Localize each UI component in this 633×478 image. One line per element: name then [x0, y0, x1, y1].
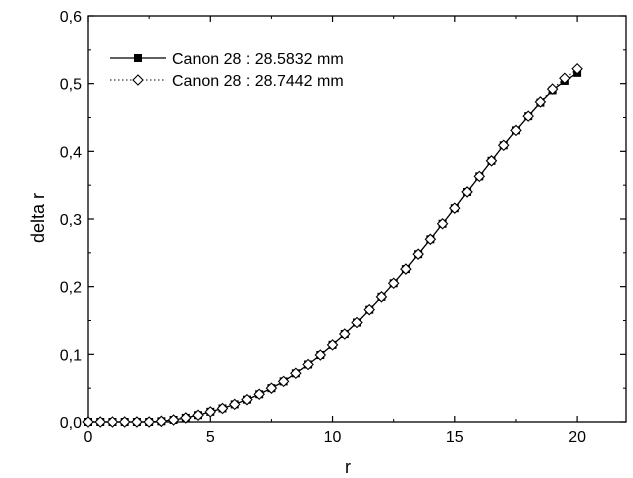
- series-2-point: [143, 416, 155, 428]
- series-2-point: [167, 414, 180, 426]
- series-2-point: [277, 375, 290, 388]
- series-2-point: [326, 339, 339, 351]
- series-2-point: [510, 124, 522, 137]
- legend-series-1-label: Canon 28 : 28.5832 mm: [172, 51, 344, 68]
- series-2-point: [82, 416, 94, 428]
- series-2-point: [265, 382, 278, 394]
- plot-frame: [87, 15, 627, 423]
- y-tick-label: 0,2: [60, 280, 82, 297]
- series-2-point: [106, 416, 119, 428]
- series-2-point: [131, 416, 143, 428]
- series-2-point: [412, 248, 424, 260]
- series-2-point: [216, 402, 229, 415]
- series-2-point: [497, 139, 510, 152]
- series-2-point: [559, 72, 571, 85]
- series-2-point: [204, 406, 217, 418]
- x-tick-label: 5: [206, 429, 215, 446]
- series-2-point: [94, 416, 107, 428]
- legend: Canon 28 : 28.5832 mm Canon 28 : 28.7442 …: [110, 51, 344, 90]
- series-2-point: [424, 233, 437, 246]
- series-2-point: [387, 277, 400, 290]
- series-2-point: [338, 328, 351, 340]
- y-tick-label: 0,3: [60, 212, 82, 229]
- series-2-point: [118, 416, 131, 428]
- series-2-point: [228, 398, 241, 411]
- series-2-point: [351, 316, 363, 329]
- series-2-point: [436, 217, 449, 230]
- legend-series-2-label: Canon 28 : 28.7442 mm: [172, 73, 344, 90]
- x-tick-label: 10: [324, 429, 342, 446]
- series-2-line: [88, 68, 578, 423]
- y-tick-label: 0,0: [60, 415, 82, 432]
- series-2-point: [290, 367, 302, 380]
- series-2-point: [155, 415, 168, 428]
- y-tick-label: 0,4: [60, 144, 82, 161]
- legend-series-2-marker: [132, 74, 144, 86]
- x-axis-label: r: [345, 457, 351, 477]
- axes: 0 5 10 15 20 0,0 0,1 0,2 0,3 0,4 0,5 0,6: [60, 9, 626, 446]
- series-2-point: [302, 358, 314, 371]
- series-2-point: [473, 170, 486, 183]
- x-tick-label: 15: [446, 429, 464, 446]
- series-layer: [82, 63, 583, 428]
- series-1-line: [88, 72, 578, 423]
- series-2-point: [522, 110, 534, 122]
- x-tick-label: 20: [568, 429, 586, 446]
- series-2-point: [485, 155, 498, 167]
- series-2-point: [546, 83, 559, 95]
- series-2-point: [192, 409, 204, 422]
- legend-series-1-marker: [134, 54, 142, 62]
- series-2-point: [400, 263, 412, 275]
- series-2-point: [314, 349, 327, 361]
- x-tick-label: 0: [84, 429, 93, 446]
- series-2-point: [449, 202, 461, 214]
- y-tick-label: 0,5: [60, 77, 82, 94]
- series-2-point: [241, 393, 253, 406]
- y-axis-label: delta r: [28, 193, 48, 243]
- series-2-point: [461, 186, 473, 198]
- y-tick-label: 0,1: [60, 347, 82, 364]
- series-2-point: [363, 303, 376, 316]
- y-tick-label: 0,6: [60, 9, 82, 26]
- series-2-point: [253, 388, 265, 401]
- series-2-point: [180, 412, 192, 424]
- series-2-point: [375, 291, 388, 303]
- series-2-point: [571, 63, 583, 75]
- series-2-point: [534, 96, 547, 108]
